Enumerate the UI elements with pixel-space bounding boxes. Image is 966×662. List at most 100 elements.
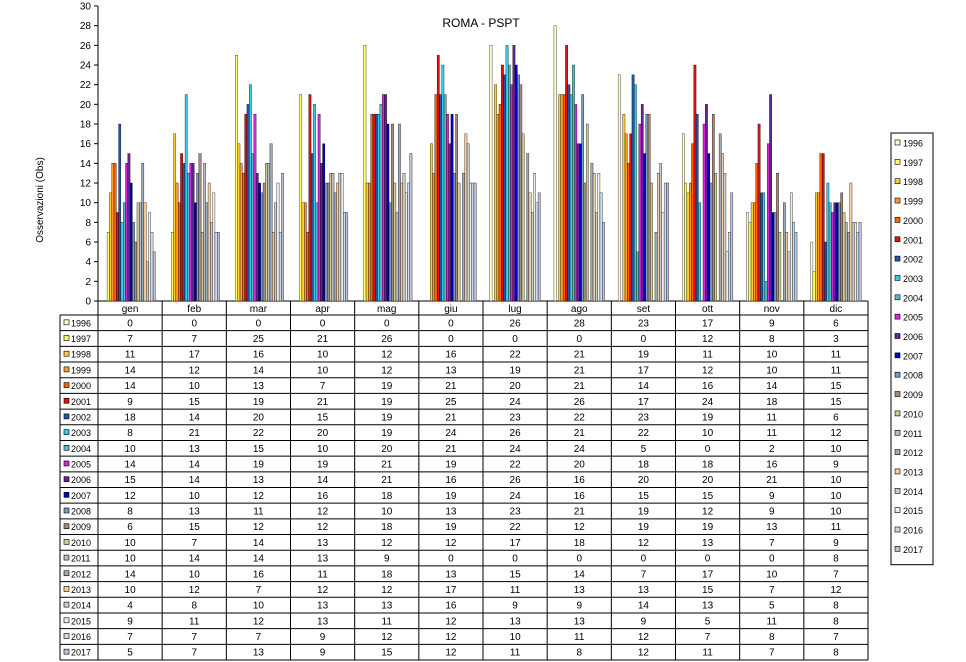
table-cell-2011-gen: 10	[125, 554, 137, 565]
y-tick-label: 30	[80, 2, 92, 13]
bar-2017-set	[666, 182, 669, 302]
legend-label-2015: 2015	[903, 506, 923, 516]
table-cell-2005-dic: 9	[833, 459, 839, 470]
bar-2012-ott	[718, 133, 722, 302]
y-tick-label: 12	[80, 179, 92, 190]
table-cell-2004-mag: 20	[381, 444, 393, 455]
category-label-set: set	[637, 304, 651, 315]
y-tick-label: 20	[80, 100, 92, 111]
bar-2009-mag	[391, 123, 394, 302]
table-cell-2004-lug: 24	[510, 444, 522, 455]
bar-2005-ago	[574, 104, 578, 302]
bar-2000-feb	[177, 202, 181, 302]
bar-2003-ott	[698, 202, 701, 302]
table-cell-2002-dic: 6	[833, 412, 839, 423]
bar-2000-giu	[434, 94, 438, 302]
table-cell-2016-feb: 7	[191, 632, 197, 643]
bar-2016-mag	[407, 182, 410, 302]
table-cell-2017-set: 12	[638, 648, 650, 659]
bar-2000-dic	[819, 153, 823, 302]
bar-1999-dic	[817, 192, 820, 302]
table-cell-2007-nov: 9	[769, 491, 775, 502]
table-cell-1998-gen: 11	[125, 350, 136, 361]
table-cell-2013-nov: 7	[769, 585, 775, 596]
table-cell-2006-gen: 15	[125, 475, 137, 486]
table-cell-1998-nov: 10	[766, 350, 778, 361]
table-swatch-2010	[63, 539, 70, 545]
bar-2001-giu	[436, 54, 440, 302]
bar-2003-lug	[505, 45, 509, 302]
bar-2006-gen	[127, 153, 131, 302]
bar-2002-apr	[310, 153, 314, 302]
bar-2017-nov	[794, 231, 798, 302]
bar-2011-dic	[844, 222, 848, 302]
bar-2003-nov	[762, 192, 766, 302]
table-cell-2014-feb: 8	[191, 601, 197, 612]
table-cell-2006-dic: 10	[830, 475, 842, 486]
table-cell-2017-gen: 5	[127, 648, 133, 659]
table-cell-2010-mar: 14	[253, 538, 265, 549]
bar-1997-apr	[299, 94, 303, 302]
table-cell-1997-mar: 25	[253, 334, 265, 345]
table-cell-2017-giu: 12	[445, 648, 457, 659]
table-cell-2016-mag: 12	[381, 632, 393, 643]
table-cell-2006-mag: 21	[381, 475, 393, 486]
legend-swatch-2016	[894, 526, 901, 533]
bar-2010-feb	[200, 231, 204, 302]
legend-label-2012: 2012	[903, 448, 923, 458]
bar-2016-dic	[856, 231, 860, 302]
table-cell-2015-mar: 12	[253, 616, 265, 627]
table-cell-2000-lug: 20	[510, 381, 522, 392]
legend-swatch-2002	[894, 255, 901, 262]
table-cell-2012-giu: 13	[445, 569, 457, 580]
table-cell-2008-mar: 11	[253, 507, 264, 518]
bar-1996-dic	[810, 241, 814, 302]
table-cell-2012-nov: 10	[766, 569, 778, 580]
table-cell-2003-ott: 10	[702, 428, 714, 439]
table-cell-2017-ott: 11	[702, 648, 713, 659]
table-cell-2012-gen: 14	[125, 569, 137, 580]
legend-label-2005: 2005	[903, 313, 923, 323]
table-cell-2014-ago: 9	[576, 601, 582, 612]
table-cell-2012-dic: 7	[833, 569, 839, 580]
bar-2002-mag	[375, 113, 378, 302]
y-tick-label: 8	[85, 218, 91, 229]
legend-label-2011: 2011	[903, 429, 922, 439]
bar-2015-nov	[789, 192, 793, 302]
bar-2010-ago	[585, 123, 589, 302]
table-cell-2006-feb: 14	[189, 475, 201, 486]
bar-2012-mar	[269, 143, 273, 302]
bar-2005-apr	[317, 113, 321, 302]
table-cell-2000-nov: 14	[766, 381, 778, 392]
bar-1998-apr	[301, 202, 305, 302]
table-cell-2013-mar: 7	[256, 585, 262, 596]
bar-2013-mar	[272, 231, 275, 302]
bar-2014-nov	[787, 251, 791, 302]
table-cell-2006-ago: 16	[574, 475, 586, 486]
table-cell-2008-feb: 13	[189, 507, 201, 518]
table-cell-2013-set: 13	[638, 585, 650, 596]
bar-2004-mag	[379, 104, 383, 302]
table-cell-2002-apr: 15	[317, 412, 329, 423]
bar-2009-ott	[712, 113, 715, 302]
table-cell-2016-dic: 7	[833, 632, 839, 643]
bar-2016-gen	[150, 231, 154, 302]
bar-2016-lug	[535, 202, 539, 302]
table-cell-1996-lug: 26	[510, 318, 522, 329]
bar-1998-ago	[558, 94, 562, 302]
table-row-label-2015: 2015	[71, 616, 91, 626]
table-cell-2000-ott: 16	[702, 381, 714, 392]
table-cell-2002-lug: 23	[510, 412, 522, 423]
bar-2008-ago	[581, 94, 585, 302]
bar-2015-mag	[404, 192, 408, 302]
legend-label-1998: 1998	[903, 177, 923, 187]
bar-2013-set	[657, 172, 660, 302]
table-cell-2014-set: 14	[638, 601, 650, 612]
y-tick-label: 26	[80, 41, 92, 52]
table-cell-2009-nov: 13	[766, 522, 778, 533]
bar-2016-nov	[792, 222, 795, 302]
table-cell-1997-nov: 8	[769, 334, 775, 345]
table-cell-2013-mag: 12	[381, 585, 393, 596]
table-swatch-1999	[63, 366, 70, 373]
table-cell-2005-apr: 19	[317, 459, 329, 470]
